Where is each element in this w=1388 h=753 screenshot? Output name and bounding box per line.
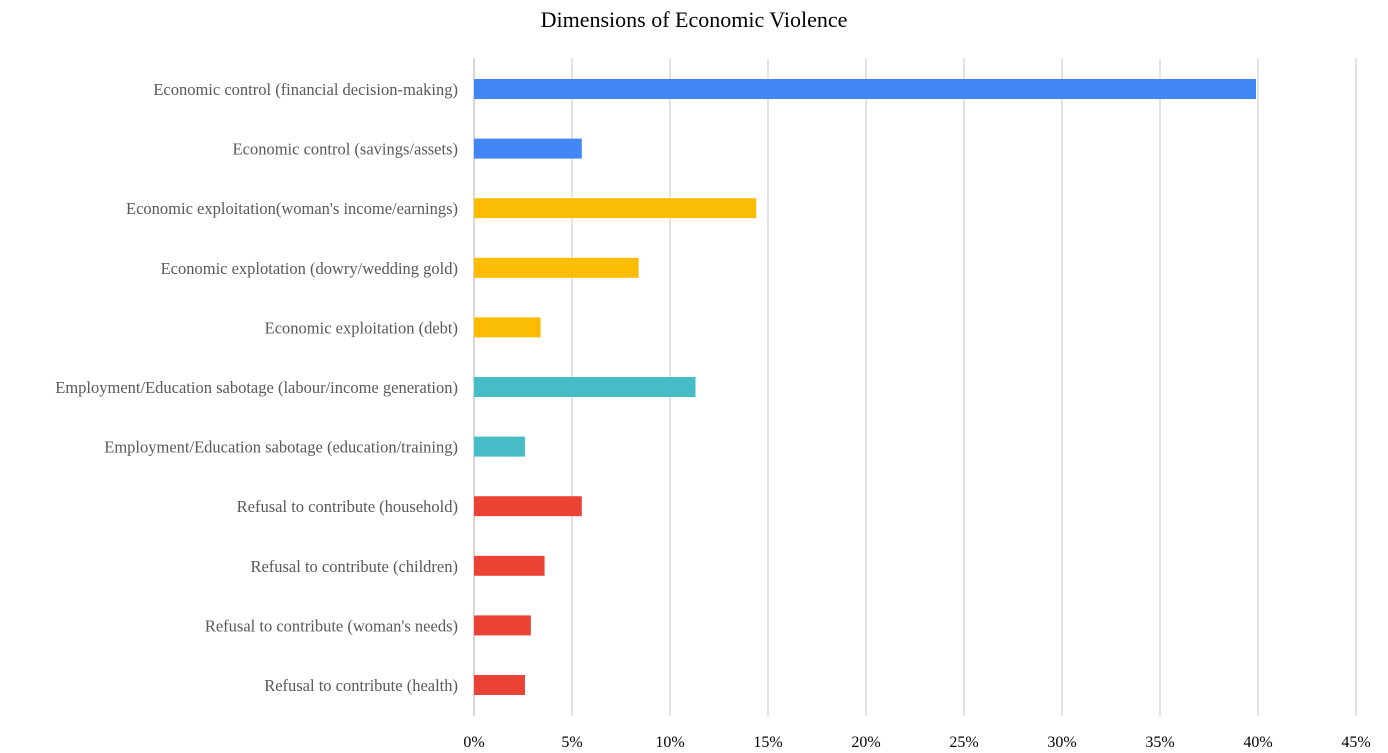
category-label: Refusal to contribute (children) (250, 557, 458, 576)
bar (474, 377, 696, 397)
category-label: Economic control (financial decision-mak… (153, 80, 458, 99)
category-label: Refusal to contribute (health) (264, 676, 458, 695)
category-label: Economic explotation (dowry/wedding gold… (161, 259, 458, 278)
category-label: Refusal to contribute (household) (237, 497, 458, 516)
category-labels: Economic control (financial decision-mak… (55, 80, 458, 695)
bar (474, 436, 525, 457)
bar (474, 317, 541, 338)
x-tick-label: 40% (1243, 734, 1272, 748)
chart-title: Dimensions of Economic Violence (540, 7, 848, 32)
x-tick-label: 45% (1341, 734, 1370, 748)
category-label: Economic control (savings/assets) (233, 140, 458, 159)
x-tick-label: 20% (851, 734, 880, 748)
bar (474, 675, 525, 695)
x-tick-labels: 0% 5% 10% 15% 20% 25% 30% 35% 40% 45% (463, 734, 1370, 751)
bar (474, 79, 1257, 99)
bars (474, 79, 1257, 695)
category-label: Refusal to contribute (woman's needs) (205, 616, 458, 635)
gridlines (473, 58, 1357, 716)
x-tick-label: 35% (1145, 734, 1174, 748)
bar (474, 555, 545, 576)
x-tick-label: 30% (1047, 734, 1076, 748)
category-label: Economic exploitation(woman's income/ear… (126, 199, 458, 218)
x-tick-label: 15% (753, 734, 782, 748)
category-label: Employment/Education sabotage (education… (104, 438, 458, 457)
x-tick-label: 5% (561, 734, 582, 748)
category-label: Economic exploitation (debt) (265, 318, 458, 337)
bar (474, 138, 582, 159)
bar (474, 257, 639, 278)
x-tick-label: 25% (949, 734, 978, 748)
bar (474, 615, 531, 636)
category-label: Employment/Education sabotage (labour/in… (55, 378, 458, 397)
bar (474, 496, 582, 517)
bar (474, 198, 757, 219)
x-tick-label: 10% (655, 734, 684, 748)
x-tick-label: 0% (463, 734, 484, 748)
